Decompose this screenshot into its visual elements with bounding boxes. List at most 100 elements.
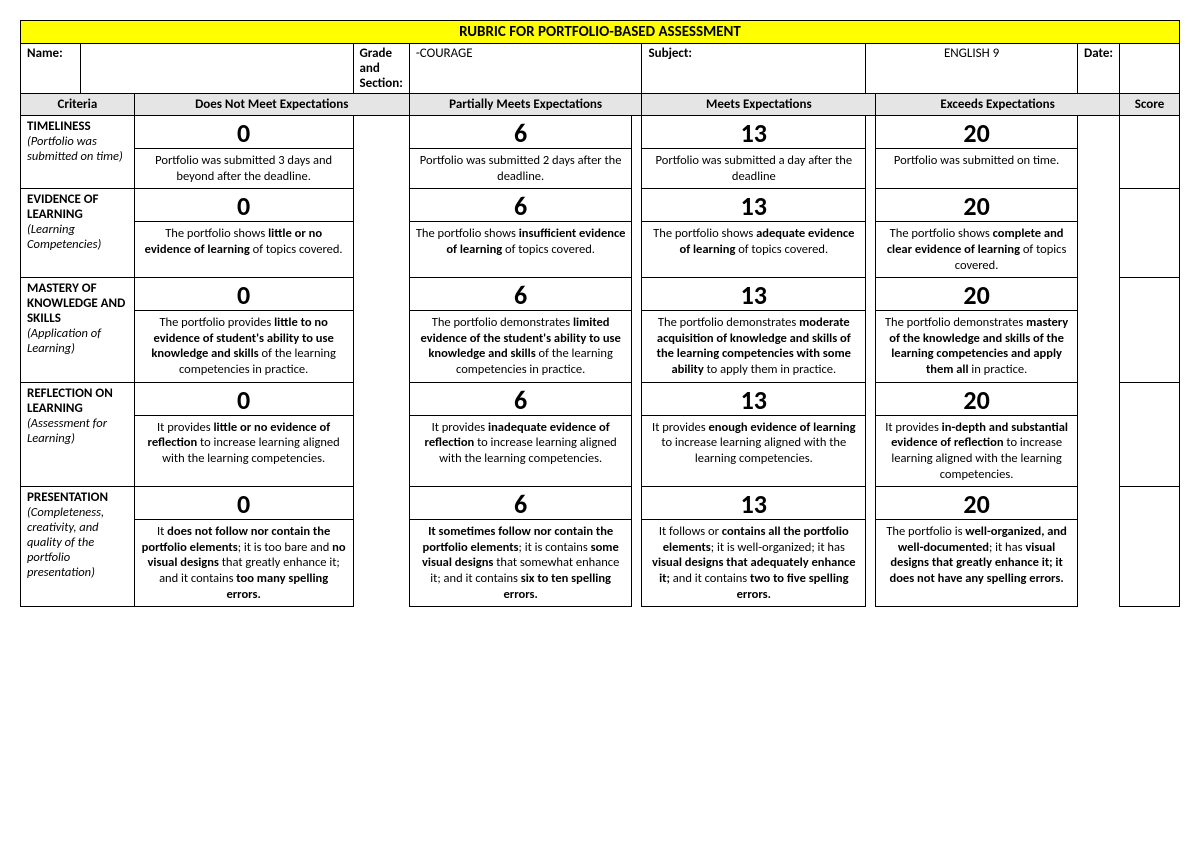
criterion-score-row: REFLECTION ON LEARNING(Assessment for Le… [21,382,1180,415]
criterion-subtitle: (Learning Competencies) [27,222,101,252]
gap [353,382,409,487]
info-row: Name: Grade and Section: -COURAGE Subjec… [21,44,1180,94]
criterion-desc-row: Portfolio was submitted 3 days and beyon… [21,149,1180,189]
header-criteria: Criteria [21,94,135,116]
gap [866,382,876,487]
gap [632,189,642,278]
criterion-title: EVIDENCE OF LEARNING [27,192,99,222]
gap [353,189,409,278]
score-l3: 13 [642,382,866,415]
desc-l3: Portfolio was submitted a day after the … [642,149,866,189]
criterion-desc-row: The portfolio provides little to no evid… [21,311,1180,383]
score-l3: 13 [642,487,866,520]
subject-value[interactable]: ENGLISH 9 [866,44,1078,94]
score-l4: 20 [876,487,1078,520]
rubric-table: RUBRIC FOR PORTFOLIO-BASED ASSESSMENT Na… [20,20,1180,607]
gap [632,487,642,607]
gap [632,116,642,189]
desc-l3: The portfolio demonstrates moderate acqu… [642,311,866,383]
grade-label: Grade and Section: [353,44,409,94]
desc-l2: The portfolio demonstrates limited evide… [409,311,632,383]
criterion-desc-row: It provides little or no evidence of ref… [21,415,1180,487]
criterion-title: TIMELINESS [27,119,91,134]
gap [353,278,409,383]
gap [1078,189,1120,278]
criterion-subtitle: (Application of Learning) [27,326,101,356]
desc-l1: The portfolio shows little or no evidenc… [134,222,353,278]
score-l3: 13 [642,189,866,222]
desc-l2: The portfolio shows insufficient evidenc… [409,222,632,278]
grade-value[interactable]: -COURAGE [409,44,642,94]
name-value[interactable] [81,44,354,94]
desc-l4: The portfolio demonstrates mastery of th… [876,311,1078,383]
criterion-desc-row: The portfolio shows little or no evidenc… [21,222,1180,278]
gap [866,278,876,383]
score-l4: 20 [876,278,1078,311]
header-l3: Meets Expectations [642,94,876,116]
desc-l3: It provides enough evidence of learning … [642,415,866,487]
score-l1: 0 [134,189,353,222]
criterion-subtitle: (Assessment for Learning) [27,416,107,446]
rubric-title: RUBRIC FOR PORTFOLIO-BASED ASSESSMENT [21,21,1180,44]
score-l1: 0 [134,487,353,520]
header-l4: Exceeds Expectations [876,94,1120,116]
score-l3: 13 [642,116,866,149]
gap [632,278,642,383]
rubric-container: RUBRIC FOR PORTFOLIO-BASED ASSESSMENT Na… [20,20,1180,607]
desc-l1: It provides little or no evidence of ref… [134,415,353,487]
criterion-title: REFLECTION ON LEARNING [27,386,113,416]
gap [353,116,409,189]
desc-l4: The portfolio is well-organized, and wel… [876,520,1078,607]
criterion-cell: EVIDENCE OF LEARNING(Learning Competenci… [21,189,135,278]
gap [866,116,876,189]
gap [1078,116,1120,189]
score-l2: 6 [409,382,632,415]
name-label: Name: [21,44,81,94]
score-l1: 0 [134,278,353,311]
score-l3: 13 [642,278,866,311]
criterion-score-row: PRESENTATION(Completeness, creativity, a… [21,487,1180,520]
gap [1078,487,1120,607]
desc-l2: It sometimes follow nor contain the port… [409,520,632,607]
desc-l3: It follows or contains all the portfolio… [642,520,866,607]
gap [632,382,642,487]
score-l1: 0 [134,116,353,149]
desc-l1: It does not follow nor contain the portf… [134,520,353,607]
desc-l2: It provides inadequate evidence of refle… [409,415,632,487]
criterion-subtitle: (Portfolio was submitted on time) [27,134,123,164]
desc-l1: The portfolio provides little to no evid… [134,311,353,383]
date-value[interactable] [1120,44,1180,94]
header-row: Criteria Does Not Meet Expectations Part… [21,94,1180,116]
score-l4: 20 [876,382,1078,415]
criterion-title: PRESENTATION [27,490,108,505]
score-l2: 6 [409,116,632,149]
desc-l4: It provides in-depth and substantial evi… [876,415,1078,487]
score-l2: 6 [409,487,632,520]
score-l4: 20 [876,189,1078,222]
subject-label: Subject: [642,44,866,94]
gap [1078,278,1120,383]
criterion-score-row: EVIDENCE OF LEARNING(Learning Competenci… [21,189,1180,222]
criterion-cell: PRESENTATION(Completeness, creativity, a… [21,487,135,607]
score-input[interactable] [1120,382,1180,487]
score-input[interactable] [1120,116,1180,189]
date-label: Date: [1078,44,1120,94]
score-input[interactable] [1120,189,1180,278]
criterion-desc-row: It does not follow nor contain the portf… [21,520,1180,607]
gap [866,487,876,607]
criterion-subtitle: (Completeness, creativity, and quality o… [27,505,104,580]
desc-l3: The portfolio shows adequate evidence of… [642,222,866,278]
gap [866,189,876,278]
header-l1: Does Not Meet Expectations [134,94,409,116]
header-l2: Partially Meets Expectations [409,94,642,116]
desc-l4: The portfolio shows complete and clear e… [876,222,1078,278]
score-l2: 6 [409,278,632,311]
score-l2: 6 [409,189,632,222]
score-input[interactable] [1120,278,1180,383]
criterion-cell: TIMELINESS(Portfolio was submitted on ti… [21,116,135,189]
criterion-title: MASTERY OF KNOWLEDGE AND SKILLS [27,281,125,326]
gap [1078,382,1120,487]
desc-l2: Portfolio was submitted 2 days after the… [409,149,632,189]
score-input[interactable] [1120,487,1180,607]
gap [353,487,409,607]
